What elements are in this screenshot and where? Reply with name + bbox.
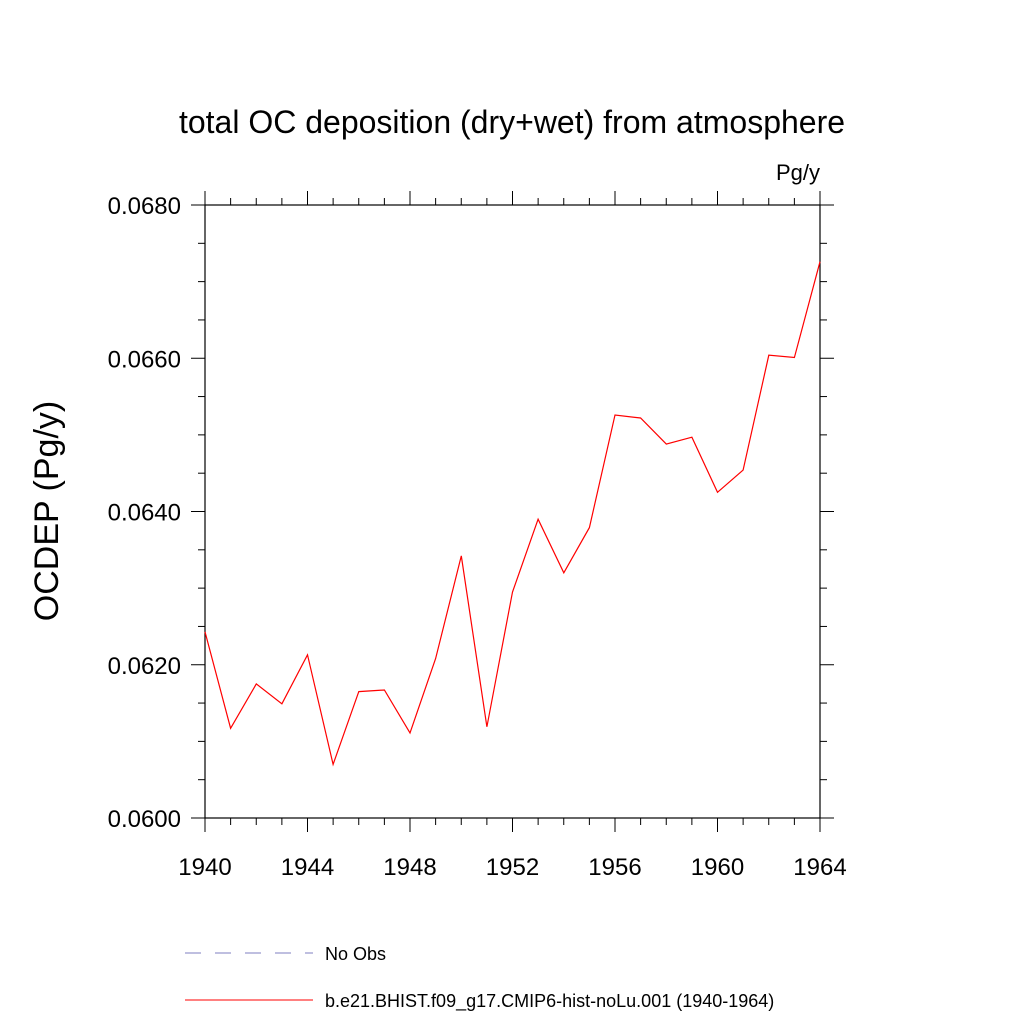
x-tick-label: 1940 bbox=[178, 854, 231, 881]
x-tick-label: 1944 bbox=[281, 854, 334, 881]
x-tick-label: 1948 bbox=[383, 854, 436, 881]
series-layer bbox=[204, 261, 821, 767]
x-tick-label: 1956 bbox=[588, 854, 641, 881]
chart-title: total OC deposition (dry+wet) from atmos… bbox=[179, 104, 845, 140]
y-tick-label: 0.0680 bbox=[108, 193, 181, 220]
y-tick-label: 0.0640 bbox=[108, 500, 181, 527]
legend: No Obs b.e21.BHIST.f09_g17.CMIP6-hist-no… bbox=[185, 944, 774, 1012]
legend-label-model: b.e21.BHIST.f09_g17.CMIP6-hist-noLu.001 … bbox=[325, 991, 774, 1012]
y-tick-label: 0.0600 bbox=[108, 806, 181, 833]
legend-label-no-obs: No Obs bbox=[325, 944, 386, 964]
x-tick-label: 1952 bbox=[486, 854, 539, 881]
x-tick-label: 1964 bbox=[793, 854, 846, 881]
axis-tick-labels: 0.0600 0.0620 0.0640 0.0660 0.0680 1940 1944 19… bbox=[108, 193, 847, 881]
axis-ticks bbox=[191, 191, 834, 832]
plot-frame bbox=[204, 204, 821, 819]
y-tick-label: 0.0660 bbox=[108, 346, 181, 373]
units-label: Pg/y bbox=[776, 160, 820, 185]
y-tick-label: 0.0620 bbox=[108, 653, 181, 680]
x-tick-label: 1960 bbox=[691, 854, 744, 881]
y-axis-label: OCDEP (Pg/y) bbox=[28, 401, 66, 621]
series-line bbox=[204, 261, 821, 767]
